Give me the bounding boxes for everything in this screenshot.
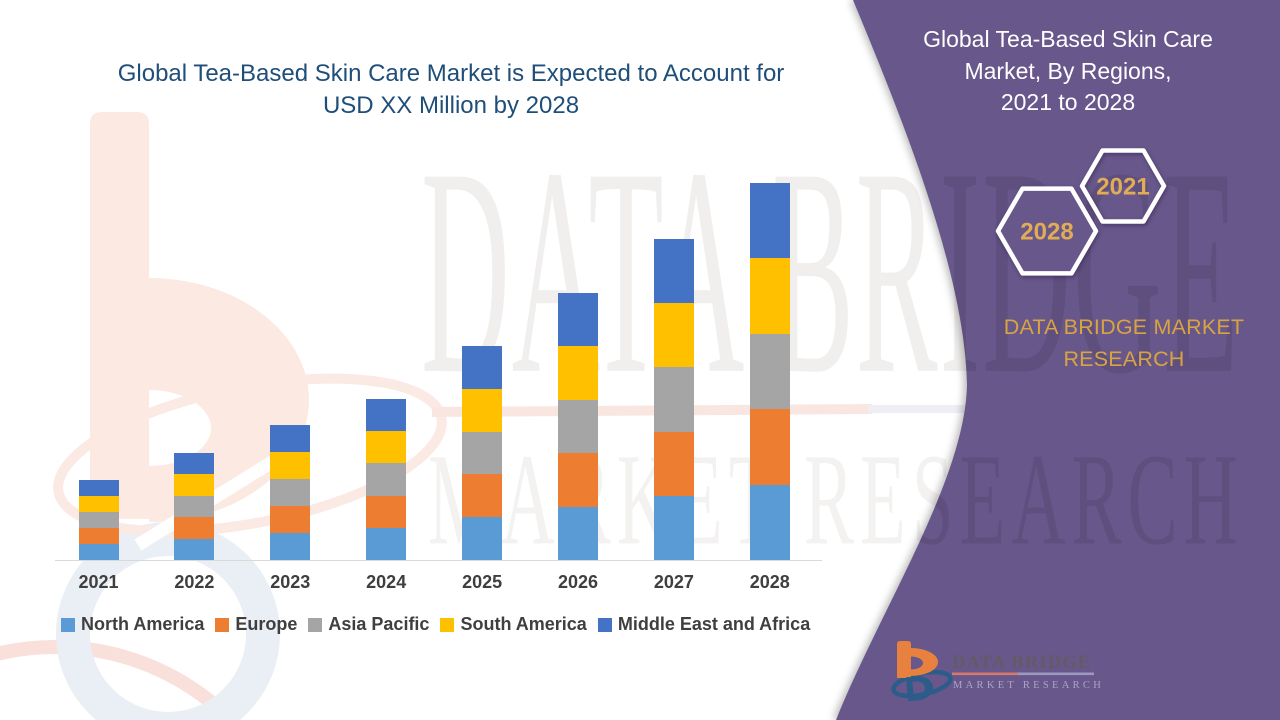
chart-title: Global Tea-Based Skin Care Market is Exp… [56, 58, 846, 122]
footer-logo-underline-red [952, 672, 1018, 676]
watermark-underline-blue [868, 405, 988, 413]
panel-title-line2: Market, By Regions, [964, 57, 1172, 84]
brand-text-line1: DATA BRIDGE MARKET [1003, 315, 1245, 339]
watermark-red-corner-ring [0, 640, 241, 720]
logo-b-bowl [911, 648, 938, 676]
hexagon-2028: 2028 [995, 186, 1099, 276]
panel-title-line1: Global Tea-Based Skin Care [923, 26, 1213, 52]
panel-title-line3: 2021 to 2028 [1000, 89, 1136, 115]
hexagon-2021: 2021 [1079, 148, 1167, 224]
logo-d-glyph [905, 676, 933, 702]
chart-title-line2: USD XX Million by 2028 [322, 92, 580, 119]
footer-logo-wordmark: DATA BRIDGE [952, 653, 1091, 673]
watermark-blue-ring [56, 522, 280, 720]
footer-logo: DATA BRIDGE MARKET RESEARCH [891, 641, 1104, 702]
watermark-b-stem [90, 112, 149, 519]
panel-title: Global Tea-Based Skin Care Market, By Re… [900, 24, 1236, 119]
footer-logo-subtext: MARKET RESEARCH [953, 680, 1104, 691]
watermark-underline-red [431, 404, 873, 417]
chart-title-line1: Global Tea-Based Skin Care Market is Exp… [117, 60, 785, 87]
footer-logo-underline-blue [1018, 672, 1094, 676]
brand-text-line2: RESEARCH [1063, 347, 1185, 371]
logo-b-stem [897, 641, 911, 678]
hexagon-2028-label: 2028 [1020, 219, 1073, 246]
brand-text: DATA BRIDGE MARKET RESEARCH [994, 311, 1254, 375]
hexagon-2021-label: 2021 [1096, 174, 1149, 201]
purple-panel [836, 0, 1280, 720]
